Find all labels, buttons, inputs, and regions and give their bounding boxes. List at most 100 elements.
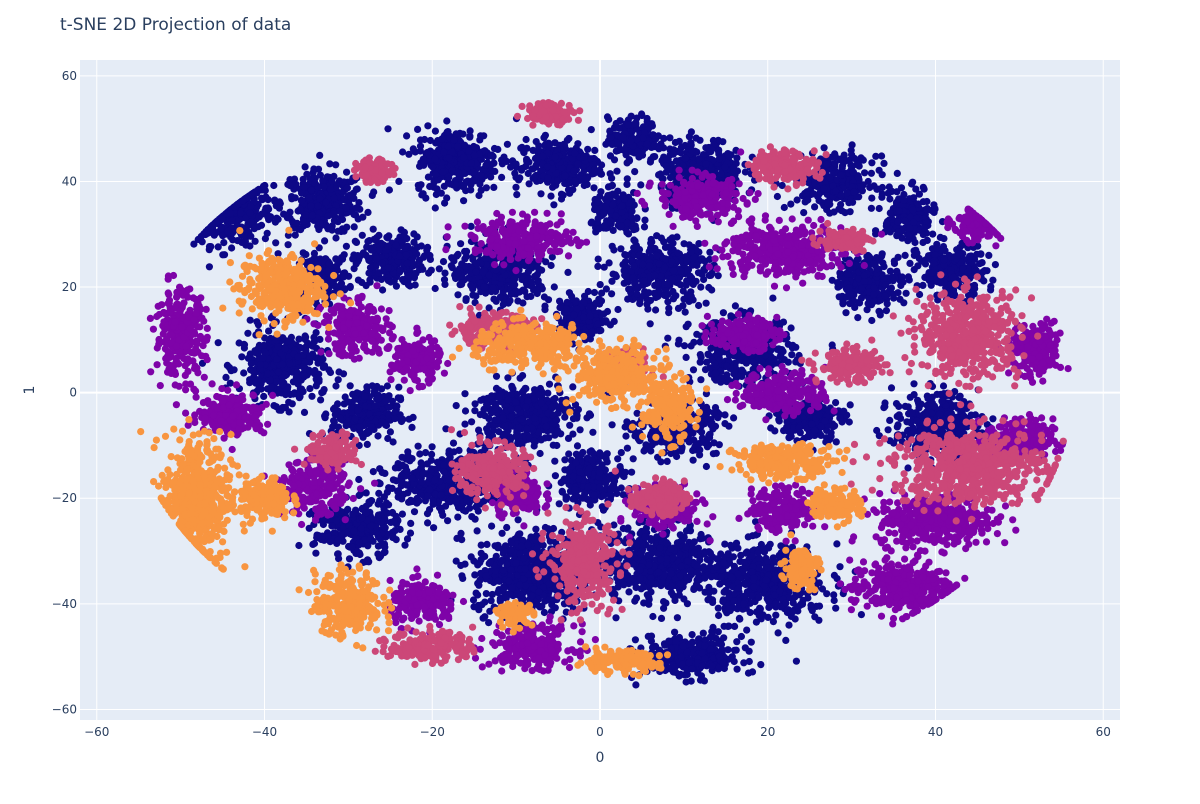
scatter-point	[518, 144, 525, 151]
scatter-point	[374, 432, 381, 439]
scatter-point	[682, 309, 689, 316]
scatter-point	[366, 276, 373, 283]
scatter-point	[429, 163, 436, 170]
scatter-point	[657, 273, 664, 280]
scatter-point	[539, 153, 546, 160]
scatter-point	[527, 293, 534, 300]
scatter-point	[663, 162, 670, 169]
scatter-point	[644, 306, 651, 313]
scatter-point	[569, 186, 576, 193]
scatter-point	[332, 382, 339, 389]
scatter-point	[669, 240, 676, 247]
scatter-point	[328, 178, 335, 185]
scatter-point	[441, 281, 448, 288]
scatter-point	[190, 241, 197, 248]
scatter-point	[410, 239, 417, 246]
scatter-point	[702, 161, 709, 168]
scatter-point	[623, 252, 630, 259]
scatter-point	[674, 249, 681, 256]
scatter-point	[254, 376, 261, 383]
scatter-point	[393, 402, 400, 409]
scatter-point	[454, 291, 461, 298]
scatter-point	[247, 210, 254, 217]
scatter-point	[525, 170, 532, 177]
scatter-point	[504, 141, 511, 148]
scatter-point	[476, 181, 483, 188]
scatter-point	[670, 295, 677, 302]
scatter-point	[887, 268, 894, 275]
scatter-point	[462, 187, 469, 194]
scatter-point	[695, 302, 702, 309]
scatter-point	[273, 356, 280, 363]
scatter-point	[617, 245, 624, 252]
scatter-point	[876, 205, 883, 212]
scatter-point	[950, 274, 957, 281]
scatter-point	[883, 307, 890, 314]
scatter-point	[891, 258, 898, 265]
scatter-point	[644, 118, 651, 125]
scatter-point	[292, 194, 299, 201]
scatter-point	[720, 309, 727, 316]
scatter-point	[933, 245, 940, 252]
scatter-point	[311, 179, 318, 186]
scatter-point	[921, 186, 928, 193]
scatter-point	[613, 168, 620, 175]
scatter-point	[317, 396, 324, 403]
scatter-point	[558, 191, 565, 198]
scatter-point	[940, 235, 947, 242]
scatter-point	[618, 222, 625, 229]
scatter-point	[287, 182, 294, 189]
scatter-point	[605, 116, 612, 123]
scatter-point	[693, 135, 700, 142]
scatter-point	[831, 150, 838, 157]
scatter-point	[523, 156, 530, 163]
scatter-point	[387, 428, 394, 435]
scatter-point	[306, 385, 313, 392]
scatter-point	[354, 407, 361, 414]
scatter-point	[343, 205, 350, 212]
scatter-point	[706, 249, 713, 256]
scatter-point	[911, 239, 918, 246]
scatter-point	[676, 138, 683, 145]
scatter-point	[923, 198, 930, 205]
scatter-point	[316, 195, 323, 202]
scatter-point	[387, 278, 394, 285]
scatter-point	[224, 362, 231, 369]
scatter-point	[641, 217, 648, 224]
scatter-point	[302, 332, 309, 339]
scatter-point	[508, 291, 515, 298]
scatter-point	[601, 264, 608, 271]
scatter-point	[375, 395, 382, 402]
scatter-point	[588, 126, 595, 133]
scatter-point	[436, 265, 443, 272]
scatter-point	[294, 353, 301, 360]
scatter-point	[431, 155, 438, 162]
scatter-point	[300, 363, 307, 370]
scatter-point	[332, 234, 339, 241]
scatter-point	[302, 251, 309, 258]
scatter-point	[877, 311, 884, 318]
scatter-point	[462, 297, 469, 304]
scatter-point	[268, 384, 275, 391]
scatter-point	[467, 181, 474, 188]
scatter-point	[528, 279, 535, 286]
scatter-point	[334, 400, 341, 407]
scatter-point	[531, 173, 538, 180]
scatter-point	[535, 287, 542, 294]
scatter-point	[661, 264, 668, 271]
scatter-point	[630, 226, 637, 233]
scatter-point	[868, 195, 875, 202]
scatter-point	[825, 201, 832, 208]
scatter-point	[637, 181, 644, 188]
scatter-point	[948, 253, 955, 260]
scatter-point	[550, 201, 557, 208]
scatter-point	[309, 212, 316, 219]
scatter-point	[352, 396, 359, 403]
scatter-point	[820, 185, 827, 192]
scatter-point	[861, 272, 868, 279]
scatter-point	[307, 202, 314, 209]
scatter-point	[631, 121, 638, 128]
scatter-point	[395, 178, 402, 185]
scatter-point	[302, 163, 309, 170]
scatter-point	[903, 290, 910, 297]
